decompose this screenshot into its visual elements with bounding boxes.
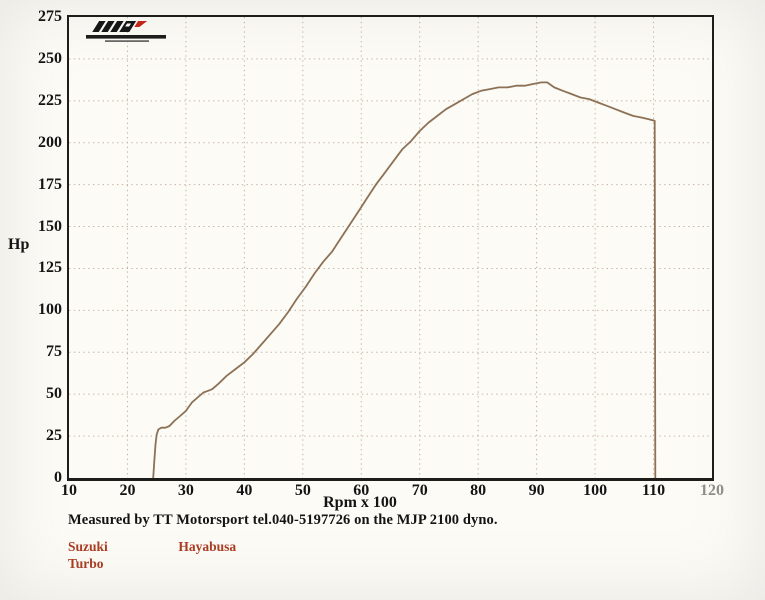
- measurement-caption: Measured by TT Motorsport tel.040-519772…: [68, 512, 498, 528]
- vehicle-make: Suzuki: [68, 539, 108, 554]
- x-tick-label: 100: [583, 482, 608, 499]
- y-axis-title: Hp: [8, 236, 30, 253]
- y-tick-label: 25: [46, 427, 62, 445]
- x-tick-label: 30: [177, 482, 194, 499]
- y-tick-label: 225: [38, 91, 62, 109]
- x-tick-label: 80: [470, 482, 487, 499]
- mjp-logo: [83, 18, 175, 48]
- y-tick-label: 200: [38, 133, 62, 151]
- y-tick-label: 275: [38, 8, 62, 25]
- plot-area: [67, 15, 714, 481]
- x-tick-label: 20: [119, 482, 136, 499]
- mjp-logo-icon: [86, 21, 166, 42]
- y-tick-label: 175: [38, 175, 62, 193]
- x-tick-label: 90: [528, 482, 545, 499]
- dyno-power-curve-chart: [69, 17, 712, 478]
- x-tick-label: 110: [641, 482, 666, 499]
- y-tick-label: 0: [54, 469, 62, 486]
- vehicle-make-variant: Suzuki Turbo: [68, 538, 175, 572]
- x-tick-label: 10: [61, 482, 77, 499]
- power-curve: [152, 81, 657, 478]
- y-tick-label: 100: [38, 301, 62, 319]
- x-tick-label: 120: [700, 482, 724, 499]
- y-tick-label: 50: [46, 385, 62, 403]
- vehicle-label: Suzuki Turbo Hayabusa: [68, 538, 236, 572]
- vehicle-variant: Turbo: [68, 556, 104, 571]
- y-tick-label: 75: [46, 343, 62, 361]
- vehicle-model: Hayabusa: [178, 539, 237, 554]
- y-tick-label: 125: [38, 259, 62, 277]
- x-axis-title: Rpm x 100: [323, 494, 397, 511]
- y-tick-label: 150: [38, 217, 62, 235]
- y-tick-label: 250: [38, 49, 62, 67]
